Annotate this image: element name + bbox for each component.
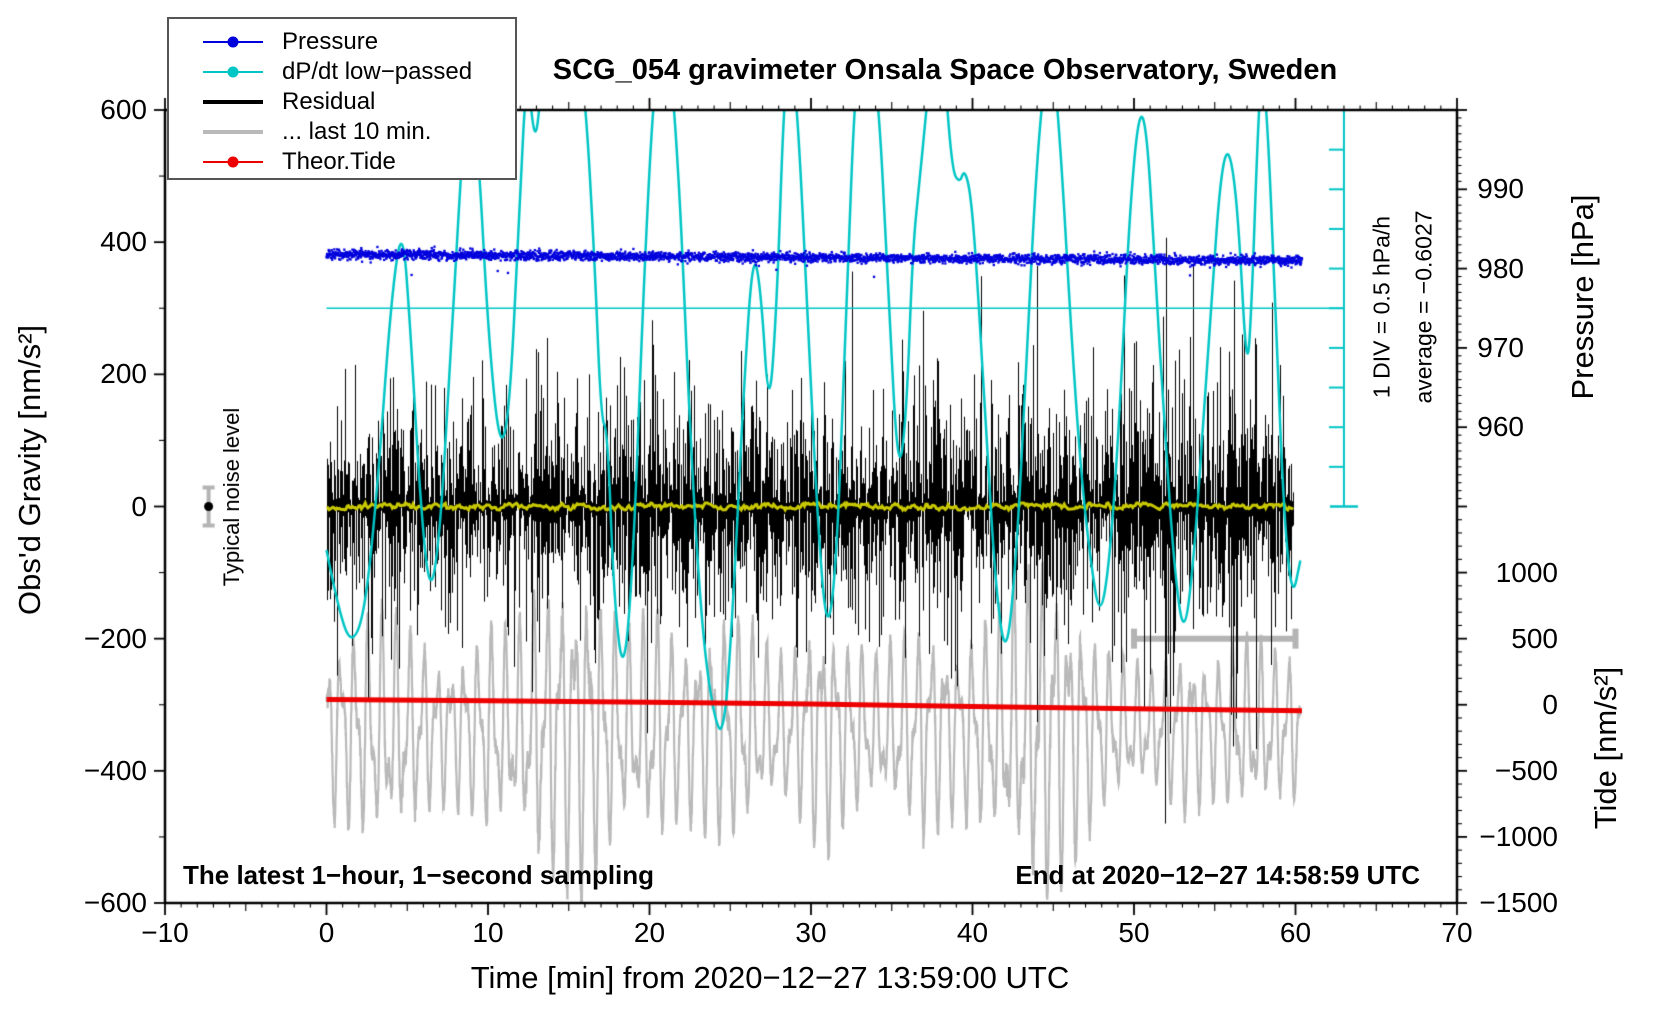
- end-time-note: End at 2020−12−27 14:58:59 UTC: [1015, 860, 1420, 890]
- tick-label: 0: [131, 490, 147, 522]
- tick-label: 500: [1511, 622, 1558, 654]
- tick-label: −200: [83, 622, 147, 654]
- legend-item-dpdt: dP/dt low−passed: [169, 57, 515, 87]
- tick-label: 70: [1441, 917, 1473, 948]
- tick-label: 60: [1279, 917, 1312, 948]
- tick-label: −500: [1494, 754, 1558, 786]
- legend-item-pressure: Pressure: [169, 27, 515, 57]
- legend-item-last10: ... last 10 min.: [169, 117, 515, 147]
- legend-item-tide: Theor.Tide: [169, 147, 515, 177]
- legend-item-label: Theor.Tide: [282, 148, 396, 175]
- y-axis-label-tide: Tide [nm/s²]: [1588, 666, 1623, 830]
- tick-label: 1000: [1495, 556, 1558, 588]
- legend: Pressure dP/dt low−passed Residual ... l…: [167, 17, 517, 180]
- last10-line-icon: [203, 117, 263, 147]
- page-title: SCG_054 gravimeter Onsala Space Observat…: [552, 54, 1338, 86]
- tick-label: 40: [956, 917, 989, 948]
- tick-label: −600: [83, 887, 147, 918]
- tick-label: 400: [100, 226, 147, 258]
- scalebar-average-note: average = −0.6027: [1410, 210, 1437, 404]
- tick-label: 10: [472, 917, 504, 948]
- tick-label: 0: [1542, 688, 1558, 720]
- tick-label: 0: [318, 917, 335, 948]
- residual-line-icon: [203, 87, 263, 117]
- tick-label: 200: [100, 358, 147, 390]
- y-axis-label-pressure: Pressure [hPa]: [1565, 194, 1600, 400]
- tick-label: 50: [1118, 917, 1150, 948]
- tick-label: 20: [633, 917, 666, 948]
- tick-label: −1000: [1479, 820, 1558, 852]
- tick-label: 600: [100, 94, 147, 125]
- tick-label: 960: [1477, 411, 1524, 443]
- tick-label: 970: [1477, 331, 1524, 363]
- tick-label: −10: [141, 917, 189, 948]
- tick-label: −1500: [1479, 887, 1558, 918]
- y-axis-label-gravity: Obs'd Gravity [nm/s²]: [12, 324, 47, 616]
- legend-item-residual: Residual: [169, 87, 515, 117]
- tick-label: −400: [83, 754, 147, 786]
- tick-label: 990: [1477, 173, 1524, 205]
- noise-level-label: Typical noise level: [219, 407, 244, 587]
- legend-item-label: ... last 10 min.: [282, 118, 432, 145]
- legend-item-label: dP/dt low−passed: [282, 58, 473, 85]
- scalebar-div-note: 1 DIV = 0.5 hPa/h: [1368, 215, 1395, 399]
- sampling-note: The latest 1−hour, 1−second sampling: [183, 860, 655, 890]
- legend-item-label: Residual: [282, 88, 376, 115]
- tick-label: 980: [1477, 252, 1524, 284]
- tick-label: 30: [795, 917, 827, 948]
- pressure-line-icon: [203, 27, 263, 57]
- legend-item-label: Pressure: [282, 28, 379, 55]
- tide-line-icon: [203, 147, 263, 177]
- x-axis-label: Time [min] from 2020−12−27 13:59:00 UTC: [470, 960, 1070, 995]
- dpdt-line-icon: [203, 57, 263, 87]
